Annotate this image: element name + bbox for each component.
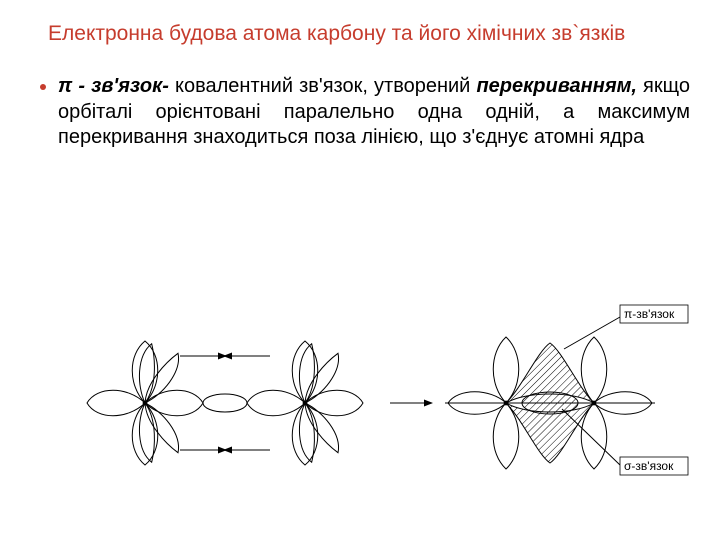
overlap-term: перекриванням,: [476, 75, 636, 97]
bullet-text-1: ковалентний зв'язок, утворений: [169, 75, 477, 97]
bullet-list: π - зв'язок- ковалентний зв'язок, утворе…: [36, 74, 690, 151]
slide-title: Електронна будова атома карбону та його …: [48, 22, 690, 46]
diagram-area: π-зв'язок σ-зв'язок: [30, 288, 690, 518]
pi-label: π-зв'язок: [624, 307, 675, 321]
orbital-diagram: π-зв'язок σ-зв'язок: [30, 288, 690, 518]
pi-bond-term: π - зв'язок-: [58, 75, 169, 97]
left-group: [87, 341, 363, 465]
bullet-item: π - зв'язок- ковалентний зв'язок, утворе…: [58, 74, 690, 151]
right-group: π-зв'язок σ-зв'язок: [445, 305, 688, 475]
sigma-label: σ-зв'язок: [624, 459, 674, 473]
